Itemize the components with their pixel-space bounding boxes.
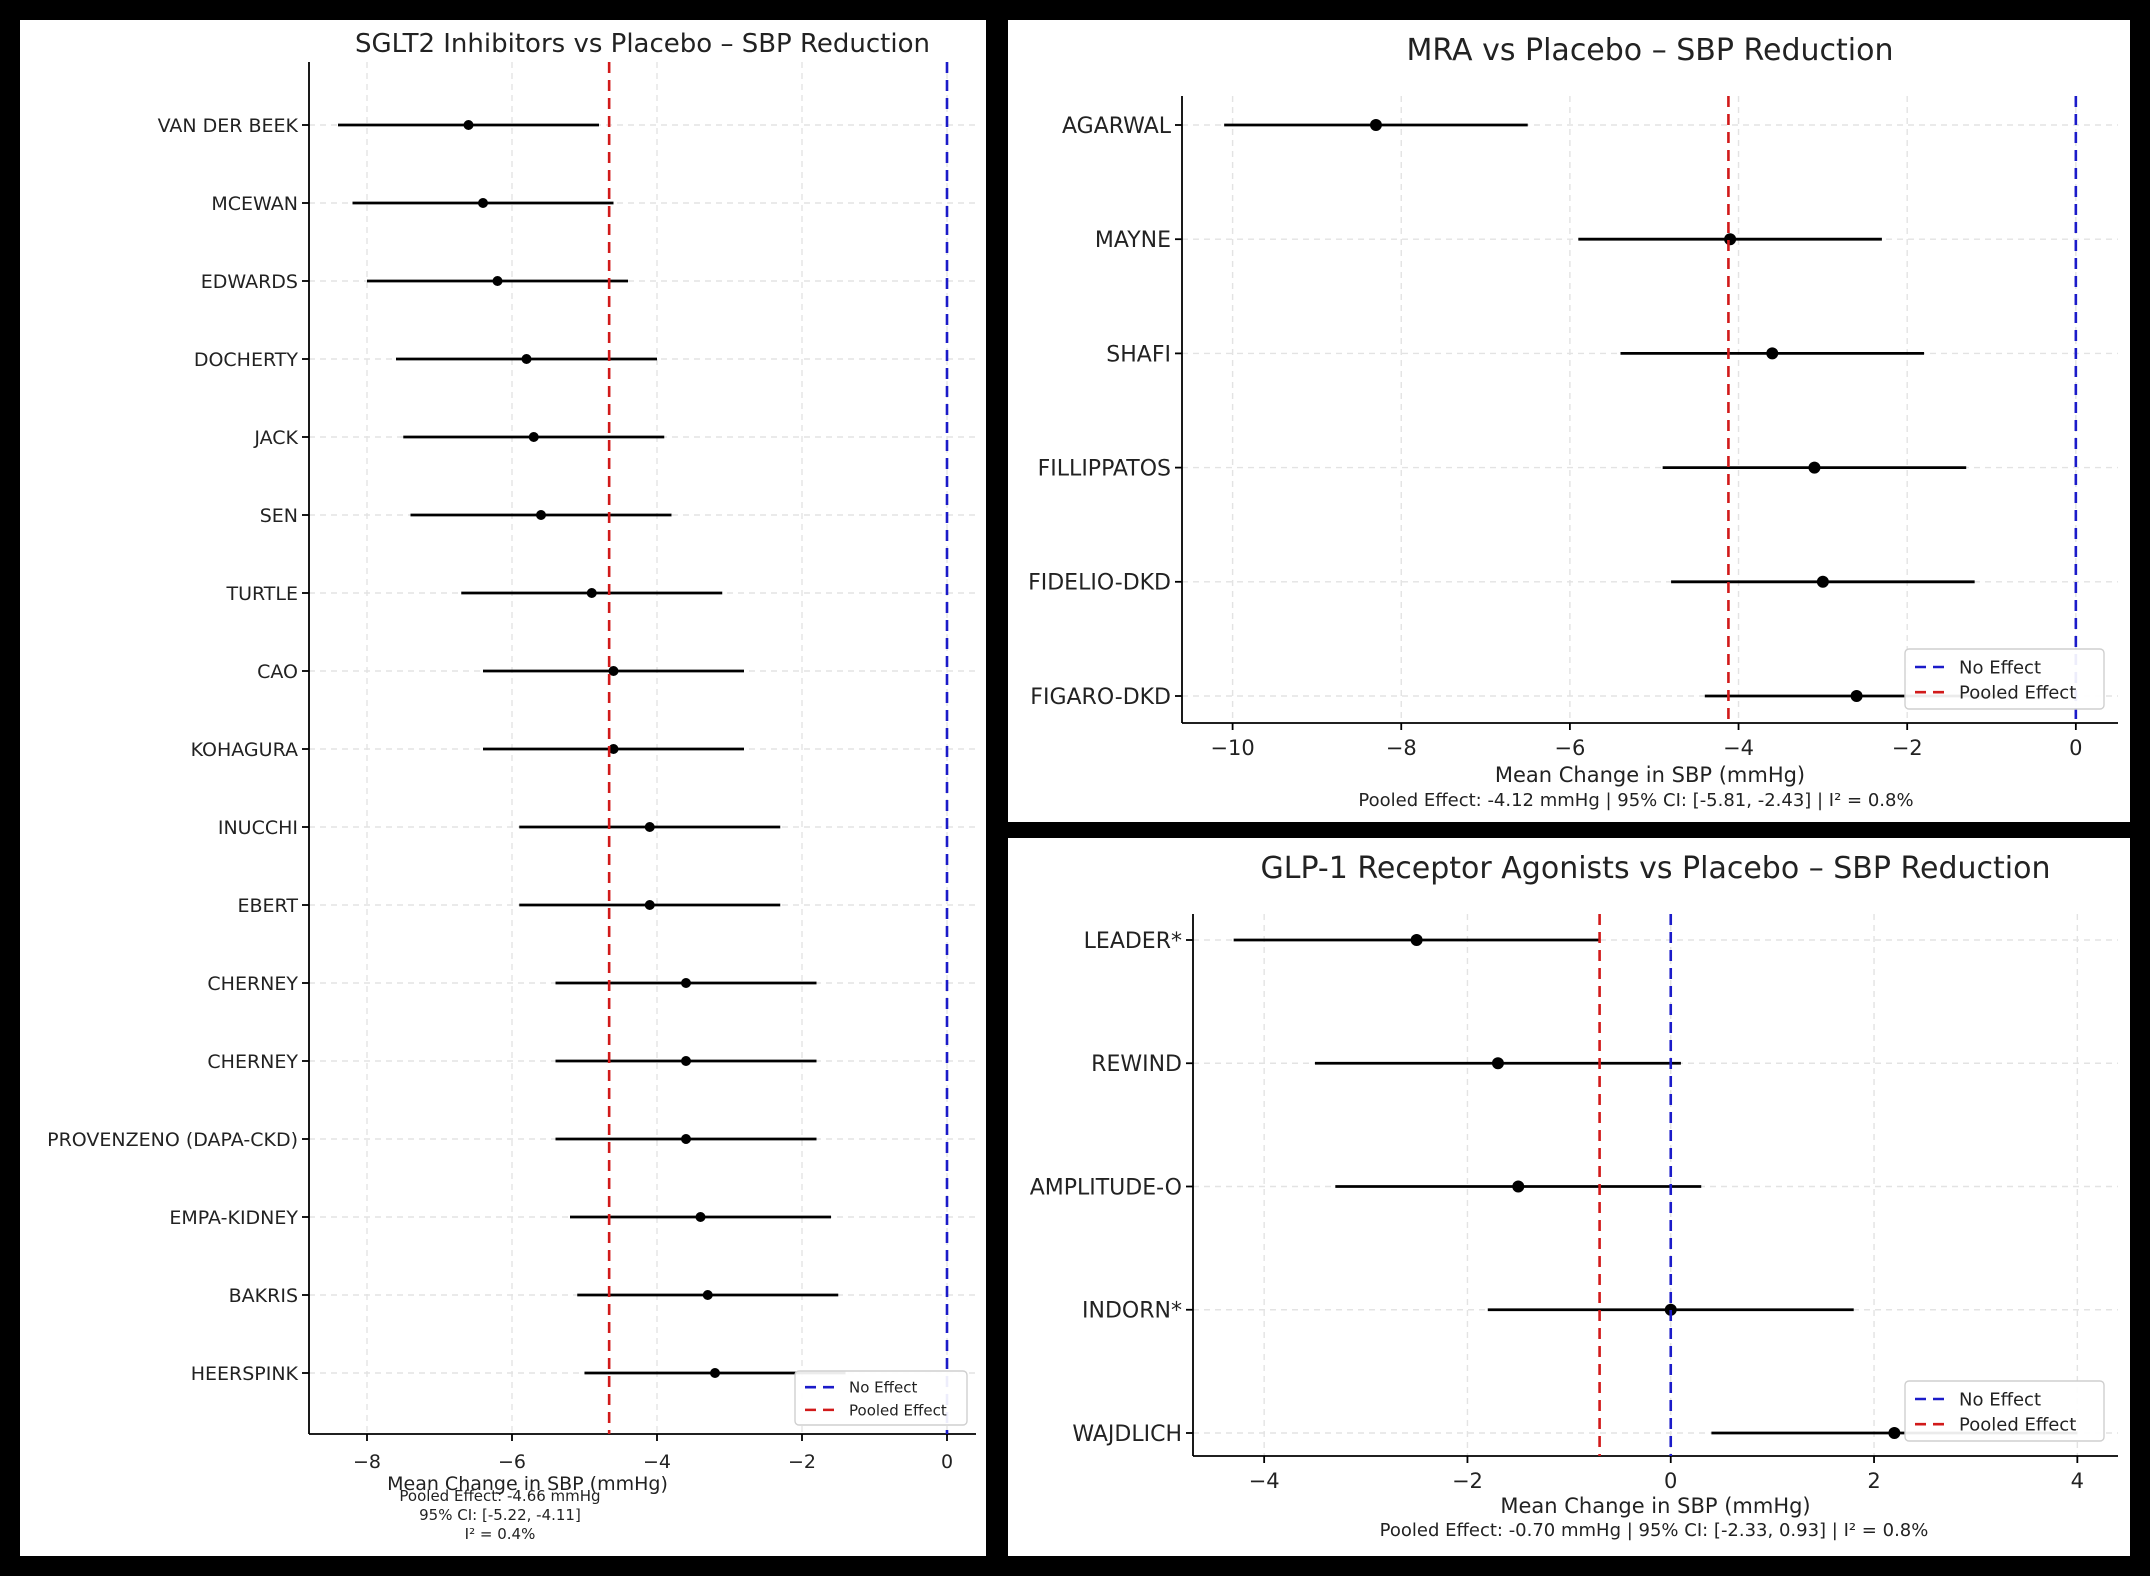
sglt2-point-9 (644, 822, 655, 832)
sglt2-point-14 (695, 1212, 706, 1222)
sglt2-forest-plot: SGLT2 Inhibitors vs Placebo – SBP Reduct… (47, 29, 976, 1543)
sglt2-legend-pooled-label: Pooled Effect (849, 1401, 947, 1419)
glp1-x-axis-label: Mean Change in SBP (mmHg) (1500, 1494, 1810, 1518)
sglt2-point-16 (710, 1368, 720, 1378)
sglt2-legend-no-effect-label: No Effect (849, 1379, 917, 1397)
glp1-x-tick-label-3: 2 (1867, 1469, 1880, 1493)
glp1-legend-pooled-label: Pooled Effect (1959, 1415, 2076, 1436)
sglt2-point-13 (681, 1134, 691, 1144)
sglt2-point-2 (492, 276, 503, 286)
glp1-study-label-1: REWIND (1091, 1052, 1182, 1077)
mra-point-1 (1724, 233, 1737, 246)
glp1-study-label-2: AMPLITUDE-O (1030, 1175, 1182, 1200)
sglt2-point-12 (681, 1056, 691, 1066)
glp1-x-tick-label-2: 0 (1664, 1469, 1677, 1493)
glp1-study-label-4: WAJDLICH (1072, 1422, 1182, 1447)
mra-study-label-5: FIGARO-DKD (1030, 685, 1171, 710)
mra-point-3 (1808, 461, 1821, 474)
sglt2-chart-title: SGLT2 Inhibitors vs Placebo – SBP Reduct… (355, 29, 930, 59)
sglt2-study-label-1: MCEWAN (211, 193, 298, 215)
glp1-forest-plot: GLP-1 Receptor Agonists vs Placebo – SBP… (1030, 851, 2118, 1541)
mra-point-4 (1816, 575, 1829, 588)
sglt2-x-tick-label-1: −6 (498, 1451, 526, 1473)
sglt2-x-axis-label: Mean Change in SBP (mmHg) (387, 1473, 668, 1495)
mra-x-tick-label-3: −4 (1723, 736, 1754, 760)
sglt2-study-label-6: TURTLE (225, 583, 298, 605)
sglt2-x-tick-label-2: −4 (643, 1451, 671, 1473)
glp1-point-3 (1664, 1303, 1677, 1316)
sglt2-point-1 (478, 198, 488, 208)
sglt2-study-label-4: JACK (253, 427, 298, 449)
sglt2-x-tick-label-3: −2 (788, 1451, 816, 1473)
mra-forest-plot-panel: MRA vs Placebo – SBP Reduction −10 −8 −6 −4 −… (1008, 20, 2130, 822)
mra-study-label-1: MAYNE (1095, 228, 1171, 253)
sglt2-study-label-3: DOCHERTY (194, 349, 299, 371)
sglt2-study-label-8: KOHAGURA (191, 739, 298, 761)
sglt2-footer-line-2: I² = 0.4% (465, 1525, 536, 1543)
mra-legend-box (1904, 648, 2105, 710)
mra-point-5 (1850, 690, 1863, 702)
mra-footer-line-0: Pooled Effect: -4.12 mmHg | 95% CI: [-5.… (1358, 790, 1913, 811)
sglt2-point-3 (521, 354, 532, 364)
glp1-footer-line-0: Pooled Effect: -0.70 mmHg | 95% CI: [-2.… (1380, 1520, 1929, 1541)
glp1-x-tick-label-0: −4 (1249, 1469, 1280, 1493)
glp1-forest-plot-panel: GLP-1 Receptor Agonists vs Placebo – SBP… (1008, 838, 2130, 1556)
glp1-study-label-0: LEADER* (1084, 929, 1182, 954)
sglt2-point-10 (644, 900, 655, 910)
sglt2-legend-box (794, 1370, 968, 1426)
sglt2-point-4 (528, 432, 539, 442)
mra-forest-plot: MRA vs Placebo – SBP Reduction −10 −8 −6 −4 −… (1028, 33, 2118, 811)
mra-point-2 (1766, 347, 1779, 360)
sglt2-study-label-10: EBERT (238, 895, 299, 917)
sglt2-x-tick-label-0: −8 (353, 1451, 381, 1473)
sglt2-study-label-15: BAKRIS (229, 1285, 298, 1307)
sglt2-footer-line-1: 95% CI: [-5.22, -4.11] (419, 1506, 581, 1524)
glp1-point-0 (1410, 934, 1423, 946)
sglt2-study-label-7: CAO (257, 661, 298, 683)
sglt2-study-label-9: INUCCHI (218, 817, 298, 839)
mra-x-tick-label-4: −2 (1892, 736, 1923, 760)
mra-x-tick-label-0: −10 (1210, 736, 1254, 760)
sglt2-study-label-12: CHERNEY (207, 1051, 298, 1073)
glp1-point-1 (1491, 1057, 1504, 1070)
glp1-study-label-3: INDORN* (1082, 1299, 1182, 1324)
sglt2-study-label-0: VAN DER BEEK (158, 115, 299, 137)
glp1-x-tick-label-4: 4 (2071, 1469, 2084, 1493)
mra-x-axis-label: Mean Change in SBP (mmHg) (1495, 763, 1805, 787)
glp1-point-2 (1512, 1180, 1525, 1193)
sglt2-study-label-11: CHERNEY (207, 973, 298, 995)
mra-x-tick-label-1: −8 (1386, 736, 1417, 760)
sglt2-point-5 (536, 510, 546, 520)
sglt2-study-label-5: SEN (260, 505, 298, 527)
mra-legend-pooled-label: Pooled Effect (1959, 683, 2076, 704)
sglt2-forest-plot-panel: SGLT2 Inhibitors vs Placebo – SBP Reduct… (20, 20, 986, 1556)
sglt2-x-tick-label-4: 0 (941, 1451, 953, 1473)
sglt2-footer-line-0: Pooled Effect: -4.66 mmHg (399, 1487, 600, 1505)
glp1-x-tick-label-1: −2 (1452, 1469, 1483, 1493)
mra-study-label-2: SHAFI (1106, 342, 1171, 367)
sglt2-point-0 (463, 120, 474, 130)
mra-study-label-3: FILLIPPATOS (1038, 457, 1171, 482)
sglt2-point-11 (681, 978, 691, 988)
glp1-legend-box (1904, 1380, 2105, 1442)
sglt2-point-8 (608, 744, 619, 754)
mra-x-tick-label-2: −6 (1554, 736, 1585, 760)
sglt2-study-label-13: PROVENZENO (DAPA-CKD) (47, 1129, 298, 1151)
sglt2-point-7 (608, 666, 619, 676)
mra-study-label-0: AGARWAL (1062, 114, 1172, 139)
mra-legend-no-effect-label: No Effect (1959, 657, 2041, 678)
glp1-legend-no-effect-label: No Effect (1959, 1389, 2041, 1410)
mra-x-tick-label-5: 0 (2069, 736, 2082, 760)
sglt2-study-label-16: HEERSPINK (191, 1363, 299, 1385)
mra-study-label-4: FIDELIO-DKD (1028, 571, 1171, 596)
sglt2-point-6 (586, 588, 597, 598)
mra-point-0 (1369, 119, 1382, 131)
sglt2-point-15 (702, 1290, 713, 1300)
sglt2-study-label-2: EDWARDS (201, 271, 298, 293)
glp1-chart-title: GLP-1 Receptor Agonists vs Placebo – SBP… (1261, 851, 2051, 886)
glp1-point-4 (1888, 1427, 1901, 1439)
sglt2-study-label-14: EMPA-KIDNEY (169, 1207, 298, 1229)
mra-chart-title: MRA vs Placebo – SBP Reduction (1407, 33, 1894, 68)
